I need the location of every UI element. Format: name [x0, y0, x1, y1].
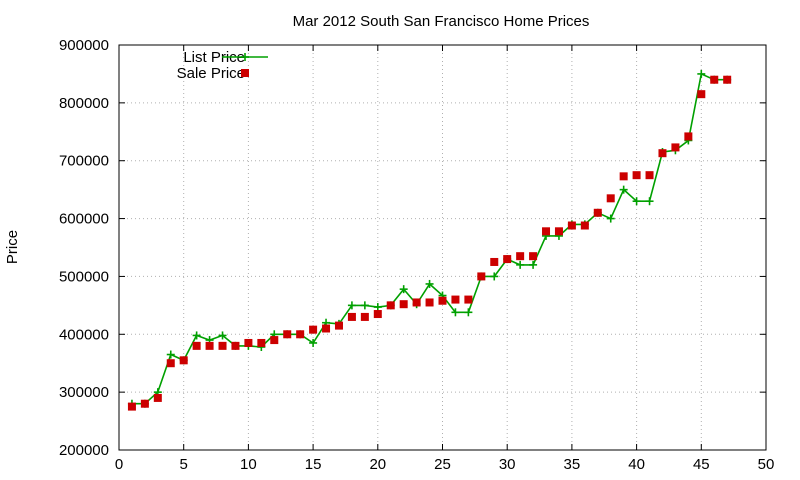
sale-price-point: [438, 296, 447, 305]
legend-label: Sale Price: [177, 65, 245, 82]
sale-price-point: [723, 75, 732, 84]
sale-price-point: [373, 310, 382, 319]
sale-price-point: [270, 336, 279, 345]
y-tick-label: 900000: [59, 37, 109, 54]
axes: [118, 44, 767, 451]
sale-price-point: [218, 341, 227, 350]
list-price-point: [399, 285, 408, 294]
y-tick-label: 300000: [59, 384, 109, 401]
sale-price-point: [580, 221, 589, 230]
list-price-point: [697, 69, 706, 78]
sale-price-point: [166, 359, 175, 368]
x-tick-label: 50: [758, 456, 775, 473]
x-tick-label: 25: [434, 456, 451, 473]
sale-price-point: [529, 252, 538, 261]
list-price-point: [347, 301, 356, 310]
tick-labels: 0 5 10 15 20 25 30 35 40 45 50 200000 300000 400000 50…: [59, 37, 774, 473]
x-tick-label: 40: [628, 456, 645, 473]
sale-price-point: [632, 171, 641, 180]
list-price-point: [241, 53, 249, 61]
sale-price-point: [697, 90, 706, 99]
sale-price-point: [360, 312, 369, 321]
sale-price-point: [283, 330, 292, 339]
list-price-point: [490, 272, 499, 281]
y-tick-label: 200000: [59, 442, 109, 459]
list-price-point: [645, 197, 654, 206]
sale-price-point: [257, 338, 266, 347]
chart-title: Mar 2012 South San Francisco Home Prices: [293, 13, 590, 30]
sale-price-point: [205, 341, 214, 350]
sale-price-point: [464, 295, 473, 304]
sale-price-point: [658, 149, 667, 158]
sale-price-point: [554, 227, 563, 236]
sale-price-point: [386, 301, 395, 310]
x-tick-label: 15: [305, 456, 322, 473]
sale-price-point: [127, 402, 136, 411]
list-price-point: [516, 260, 525, 269]
sale-price-point: [671, 143, 680, 152]
sale-price-point: [619, 172, 628, 181]
series-layer: [127, 69, 732, 411]
sale-price-point: [244, 338, 253, 347]
list-price-point: [309, 338, 318, 347]
legend-label: List Price: [183, 49, 245, 66]
list-price-point: [619, 185, 628, 194]
list-price-point: [606, 214, 615, 223]
sale-price-point: [710, 75, 719, 84]
list-price-point: [451, 308, 460, 317]
sale-price-point: [606, 194, 615, 203]
x-tick-label: 10: [240, 456, 257, 473]
x-tick-label: 5: [180, 456, 188, 473]
sale-price-point: [645, 171, 654, 180]
sale-price-point: [153, 393, 162, 402]
sale-price-point: [192, 341, 201, 350]
list-price-point: [373, 303, 382, 312]
y-tick-label: 500000: [59, 268, 109, 285]
sale-price-point: [425, 298, 434, 307]
sale-price-point: [309, 325, 318, 334]
list-price-point: [218, 331, 227, 340]
sale-price-point: [334, 321, 343, 330]
sale-price-point: [322, 324, 331, 333]
list-price-point: [192, 331, 201, 340]
sale-price-point: [399, 300, 408, 309]
legend-square-swatch: [241, 69, 249, 77]
x-tick-label: 45: [693, 456, 710, 473]
sale-price-point: [542, 227, 551, 236]
sale-price-point: [140, 399, 149, 408]
y-axis-label: Price: [4, 230, 21, 264]
list-price-point: [425, 279, 434, 288]
sale-price-point: [684, 132, 693, 141]
sale-price-point: [412, 298, 421, 307]
sale-price-point: [451, 295, 460, 304]
x-tick-label: 20: [369, 456, 386, 473]
list-price-line: [131, 72, 728, 405]
sale-price-point: [231, 341, 240, 350]
sale-price-point: [516, 252, 525, 261]
list-price-point: [360, 301, 369, 310]
sale-price-point: [347, 312, 356, 321]
y-tick-label: 800000: [59, 95, 109, 112]
sale-price-point: [593, 208, 602, 217]
x-tick-label: 35: [564, 456, 581, 473]
x-tick-label: 30: [499, 456, 516, 473]
sale-price-point: [503, 255, 512, 264]
list-price-point: [166, 350, 175, 359]
list-price-point: [529, 260, 538, 269]
grid: [119, 45, 766, 450]
y-tick-label: 400000: [59, 326, 109, 343]
y-tick-label: 600000: [59, 211, 109, 228]
sale-price-point: [296, 330, 305, 339]
sale-price-point: [567, 221, 576, 230]
sale-price-point: [179, 356, 188, 365]
sale-price-point: [477, 272, 486, 281]
x-tick-label: 0: [115, 456, 123, 473]
list-price-point: [632, 197, 641, 206]
sale-price-point: [490, 257, 499, 266]
y-tick-label: 700000: [59, 153, 109, 170]
list-price-point: [464, 308, 473, 317]
